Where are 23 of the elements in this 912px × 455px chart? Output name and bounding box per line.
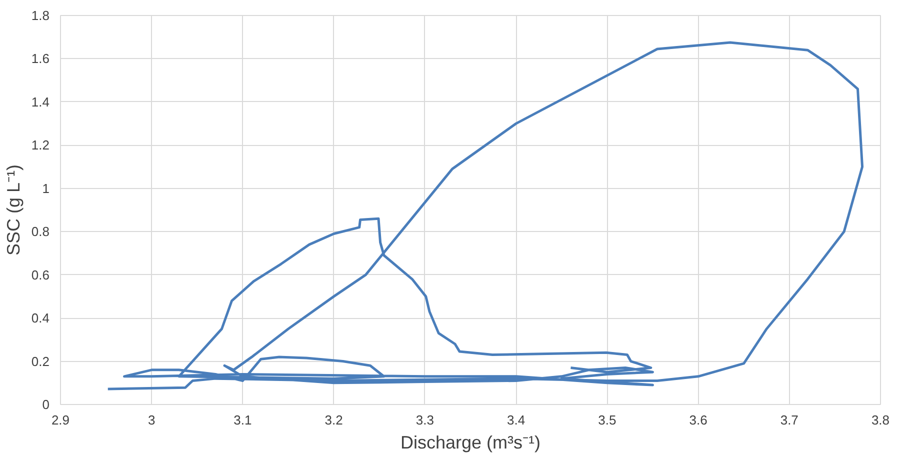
y-tick-label: 1.6: [31, 51, 50, 66]
y-tick-label: 0.6: [31, 267, 50, 282]
y-tick-label: 0.2: [31, 354, 50, 369]
x-tick-label: 3.4: [507, 412, 526, 428]
x-tick-label: 3.1: [234, 412, 252, 428]
line-series: [106, 41, 864, 390]
x-tick-label: 3.5: [598, 412, 616, 428]
x-axis-title: Discharge (m³s⁻¹): [400, 432, 541, 452]
x-tick-label: 3.6: [689, 412, 708, 428]
x-tick-label: 3.7: [780, 412, 798, 428]
x-tick-label: 3.2: [324, 412, 343, 428]
y-axis-title: SSC (g L⁻¹): [3, 164, 24, 256]
x-tick-label: 3.3: [416, 412, 434, 428]
y-tick-label: 1.8: [31, 8, 50, 23]
y-tick-label: 0: [42, 397, 50, 412]
y-tick-label: 1.4: [31, 94, 50, 110]
y-tick-label: 0.8: [31, 224, 50, 240]
y-tick-label: 1.2: [31, 138, 50, 153]
x-tick-label: 3: [148, 412, 156, 428]
y-tick-label: 1: [42, 180, 50, 196]
x-tick-label: 2.9: [51, 412, 70, 428]
x-tick-label: 3.8: [871, 412, 890, 428]
y-tick-label: 0.4: [31, 310, 50, 326]
